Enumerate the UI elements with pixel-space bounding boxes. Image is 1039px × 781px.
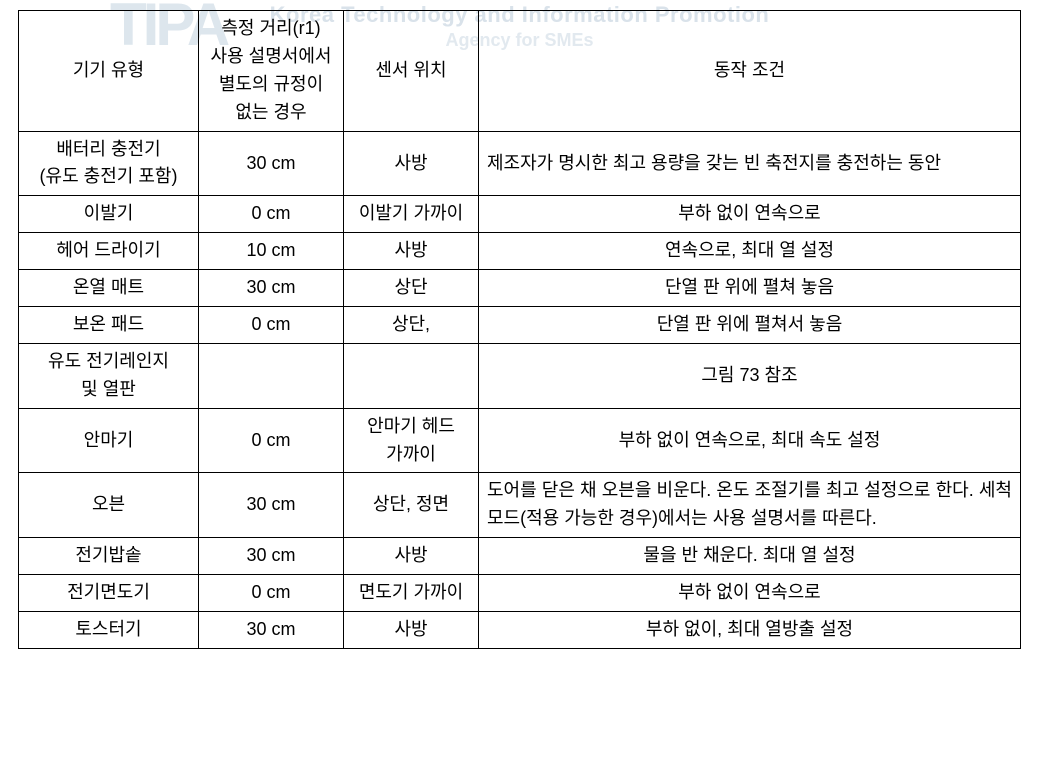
cell-device-type: 헤어 드라이기 [19, 233, 199, 270]
cell-operating-condition: 부하 없이 연속으로, 최대 속도 설정 [479, 408, 1021, 473]
cell-device-type: 유도 전기레인지 및 열판 [19, 343, 199, 408]
cell-device-type: 온열 매트 [19, 270, 199, 307]
header-sensor: 센서 위치 [344, 11, 479, 132]
cell-measure-distance: 30 cm [199, 473, 344, 538]
cell-sensor-position [344, 343, 479, 408]
cell-sensor-position: 사방 [344, 612, 479, 649]
cell-operating-condition: 부하 없이, 최대 열방출 설정 [479, 612, 1021, 649]
table-container: 기기 유형측정 거리(r1) 사용 설명서에서 별도의 규정이 없는 경우센서 … [0, 0, 1039, 649]
table-row: 토스터기30 cm사방부하 없이, 최대 열방출 설정 [19, 612, 1021, 649]
cell-device-type: 이발기 [19, 196, 199, 233]
table-row: 전기면도기0 cm면도기 가까이부하 없이 연속으로 [19, 575, 1021, 612]
table-row: 온열 매트30 cm상단단열 판 위에 펼쳐 놓음 [19, 270, 1021, 307]
table-row: 배터리 충전기 (유도 충전기 포함)30 cm사방제조자가 명시한 최고 용량… [19, 131, 1021, 196]
table-row: 보온 패드0 cm상단,단열 판 위에 펼쳐서 놓음 [19, 307, 1021, 344]
cell-sensor-position: 상단, [344, 307, 479, 344]
header-cond: 동작 조건 [479, 11, 1021, 132]
table-row: 전기밥솥30 cm사방물을 반 채운다. 최대 열 설정 [19, 538, 1021, 575]
cell-operating-condition: 그림 73 참조 [479, 343, 1021, 408]
cell-sensor-position: 안마기 헤드 가까이 [344, 408, 479, 473]
cell-sensor-position: 사방 [344, 233, 479, 270]
header-type: 기기 유형 [19, 11, 199, 132]
cell-device-type: 배터리 충전기 (유도 충전기 포함) [19, 131, 199, 196]
cell-measure-distance: 30 cm [199, 270, 344, 307]
table-row: 유도 전기레인지 및 열판 그림 73 참조 [19, 343, 1021, 408]
cell-sensor-position: 이발기 가까이 [344, 196, 479, 233]
device-spec-table: 기기 유형측정 거리(r1) 사용 설명서에서 별도의 규정이 없는 경우센서 … [18, 10, 1021, 649]
cell-measure-distance: 0 cm [199, 196, 344, 233]
header-dist: 측정 거리(r1) 사용 설명서에서 별도의 규정이 없는 경우 [199, 11, 344, 132]
cell-sensor-position: 사방 [344, 538, 479, 575]
table-row: 오븐30 cm상단, 정면도어를 닫은 채 오븐을 비운다. 온도 조절기를 최… [19, 473, 1021, 538]
table-row: 헤어 드라이기10 cm사방연속으로, 최대 열 설정 [19, 233, 1021, 270]
cell-device-type: 오븐 [19, 473, 199, 538]
cell-device-type: 전기면도기 [19, 575, 199, 612]
cell-sensor-position: 상단 [344, 270, 479, 307]
cell-device-type: 보온 패드 [19, 307, 199, 344]
cell-operating-condition: 단열 판 위에 펼쳐서 놓음 [479, 307, 1021, 344]
cell-operating-condition: 물을 반 채운다. 최대 열 설정 [479, 538, 1021, 575]
cell-operating-condition: 부하 없이 연속으로 [479, 196, 1021, 233]
cell-sensor-position: 사방 [344, 131, 479, 196]
cell-measure-distance: 30 cm [199, 131, 344, 196]
cell-measure-distance: 30 cm [199, 612, 344, 649]
cell-measure-distance: 10 cm [199, 233, 344, 270]
table-body: 기기 유형측정 거리(r1) 사용 설명서에서 별도의 규정이 없는 경우센서 … [19, 11, 1021, 649]
cell-measure-distance: 0 cm [199, 575, 344, 612]
cell-device-type: 전기밥솥 [19, 538, 199, 575]
cell-measure-distance: 0 cm [199, 408, 344, 473]
cell-measure-distance: 30 cm [199, 538, 344, 575]
cell-operating-condition: 연속으로, 최대 열 설정 [479, 233, 1021, 270]
table-header-row: 기기 유형측정 거리(r1) 사용 설명서에서 별도의 규정이 없는 경우센서 … [19, 11, 1021, 132]
cell-sensor-position: 면도기 가까이 [344, 575, 479, 612]
cell-operating-condition: 부하 없이 연속으로 [479, 575, 1021, 612]
table-row: 안마기0 cm안마기 헤드 가까이부하 없이 연속으로, 최대 속도 설정 [19, 408, 1021, 473]
table-row: 이발기0 cm이발기 가까이부하 없이 연속으로 [19, 196, 1021, 233]
cell-measure-distance [199, 343, 344, 408]
cell-sensor-position: 상단, 정면 [344, 473, 479, 538]
cell-device-type: 토스터기 [19, 612, 199, 649]
cell-measure-distance: 0 cm [199, 307, 344, 344]
cell-operating-condition: 도어를 닫은 채 오븐을 비운다. 온도 조절기를 최고 설정으로 한다. 세척… [479, 473, 1021, 538]
cell-operating-condition: 제조자가 명시한 최고 용량을 갖는 빈 축전지를 충전하는 동안 [479, 131, 1021, 196]
cell-device-type: 안마기 [19, 408, 199, 473]
cell-operating-condition: 단열 판 위에 펼쳐 놓음 [479, 270, 1021, 307]
